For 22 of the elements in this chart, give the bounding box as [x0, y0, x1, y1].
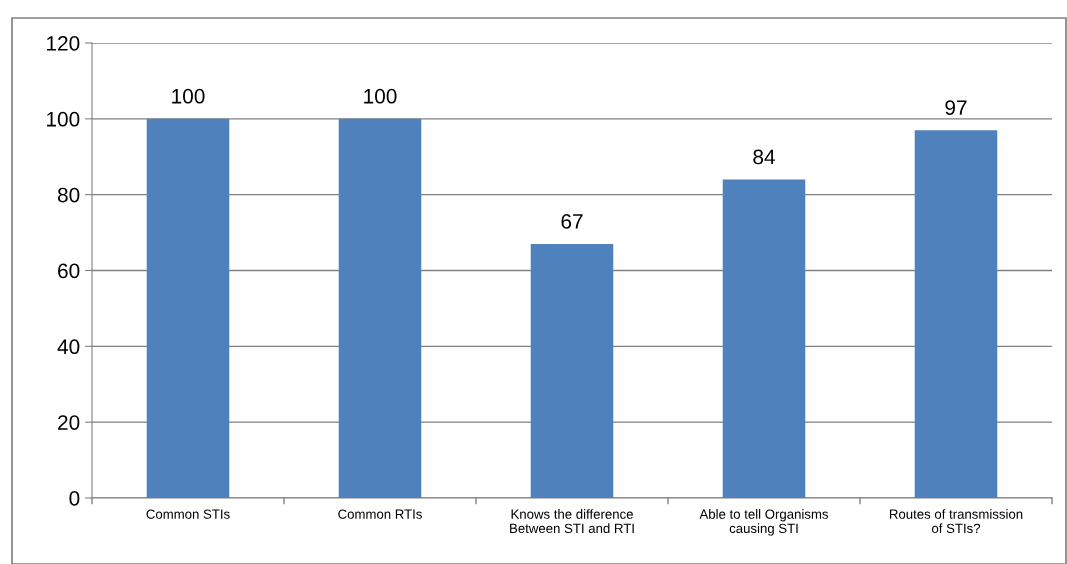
y-tick-label: 120 [47, 36, 80, 51]
bar [530, 243, 614, 498]
y-tick-label: 40 [57, 339, 80, 355]
bar [146, 118, 230, 498]
data-label: 100 [364, 88, 397, 104]
y-tick-label: 60 [58, 263, 80, 279]
x-tick-label: Common STIs [146, 509, 230, 519]
data-label: 84 [753, 149, 775, 165]
x-tick-label: Able to tell Organisms causing STI [699, 509, 829, 536]
bar [338, 118, 422, 498]
bar [914, 130, 998, 498]
x-tick-label: Common RTIs [338, 509, 422, 519]
data-label: 97 [945, 100, 967, 115]
y-tick-label: 100 [47, 111, 80, 127]
y-tick-label: 0 [69, 491, 80, 506]
x-tick-label: Routes of transmission of STIs? [889, 509, 1023, 534]
x-tick-label: Knows the difference Between STI and RTI [510, 509, 634, 534]
data-label: 67 [561, 213, 583, 229]
data-label: 100 [172, 88, 205, 104]
bar [722, 179, 806, 498]
y-tick-label: 20 [58, 415, 80, 430]
y-tick-label: 80 [57, 187, 80, 203]
